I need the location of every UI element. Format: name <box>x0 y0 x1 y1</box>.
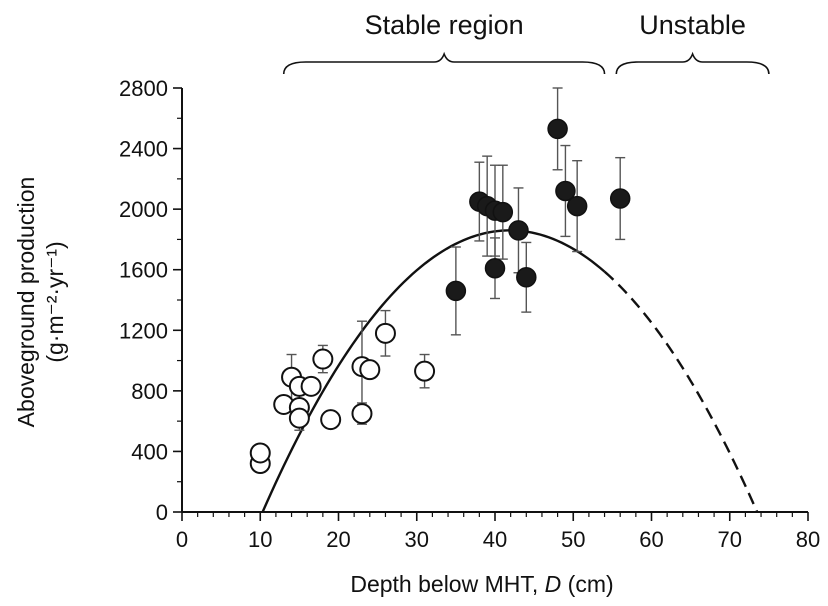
x-tick-label: 50 <box>561 527 585 552</box>
x-axis-title-variable: D <box>545 571 562 597</box>
x-axis-title-prefix: Depth below MHT, <box>350 571 544 597</box>
filled-data-point <box>445 280 467 302</box>
fit-curve-solid <box>261 229 606 513</box>
x-axis-title: Depth below MHT, D (cm) <box>350 571 613 597</box>
y-axis-unit: (g·m⁻²·yr⁻¹) <box>42 241 68 362</box>
y-tick-label: 2400 <box>119 137 168 162</box>
x-tick-label: 80 <box>796 527 820 552</box>
region-label: Stable region <box>365 10 524 40</box>
x-tick-label: 60 <box>639 527 663 552</box>
filled-data-point <box>555 180 576 202</box>
filled-data-point <box>547 118 568 140</box>
x-tick-label: 70 <box>718 527 742 552</box>
filled-data-point <box>508 220 529 241</box>
fit-curve <box>261 229 759 513</box>
open-data-point <box>374 322 396 344</box>
fit-curve-dashed <box>603 270 759 513</box>
open-data-point <box>414 360 436 382</box>
x-axis-title-unit: (cm) <box>561 571 613 597</box>
region-brace <box>615 51 770 75</box>
y-tick-label: 400 <box>131 439 168 464</box>
filled-data-point <box>566 195 588 217</box>
x-tick-label: 10 <box>248 527 272 552</box>
y-tick-label: 2000 <box>119 197 168 222</box>
filled-data-point <box>492 201 514 223</box>
x-tick-label: 20 <box>326 527 350 552</box>
filled-data-point <box>516 267 537 288</box>
filled-data-point <box>484 257 506 279</box>
y-tick-label: 2800 <box>119 76 168 101</box>
y-tick-label: 800 <box>131 379 168 404</box>
error-bars <box>286 87 626 431</box>
x-tick-label: 0 <box>176 527 188 552</box>
open-data-point <box>359 359 381 381</box>
region-annotations: Stable region Unstable <box>282 10 770 75</box>
x-tick-label: 30 <box>405 527 429 552</box>
open-data-point <box>300 375 322 397</box>
open-data-point <box>351 403 373 425</box>
y-tick-label: 1600 <box>119 258 168 283</box>
axes <box>181 88 808 513</box>
y-tick-label: 1200 <box>119 318 168 343</box>
open-data-point <box>312 348 334 370</box>
open-data-point <box>288 407 310 429</box>
y-axis-title: Aboveground production <box>13 177 39 428</box>
filled-data-point <box>609 188 631 209</box>
region-label: Unstable <box>639 10 746 40</box>
open-data-point <box>320 409 342 431</box>
open-data-point <box>249 442 271 464</box>
region-brace <box>282 51 606 75</box>
ticks: 0 10 20 30 40 50 60 70 8004008001200160020002400… <box>119 76 820 552</box>
data-points <box>249 118 631 475</box>
y-tick-label: 0 <box>156 500 168 525</box>
x-tick-label: 40 <box>483 527 507 552</box>
